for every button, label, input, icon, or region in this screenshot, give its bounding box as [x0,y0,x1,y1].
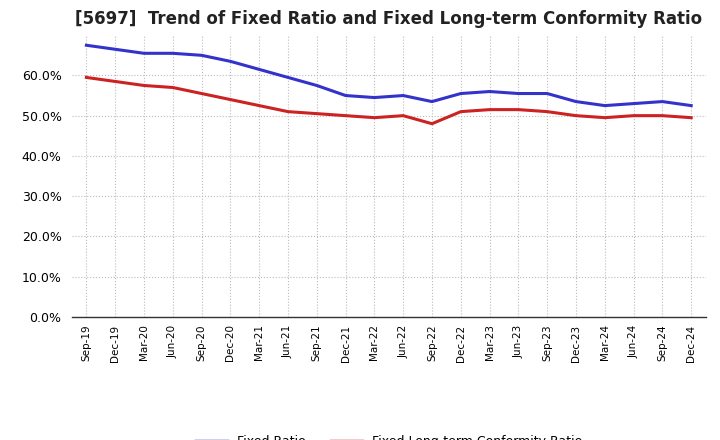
Fixed Long-term Conformity Ratio [485,107,494,112]
Fixed Ratio [600,103,609,108]
Fixed Ratio [168,51,177,56]
Fixed Ratio [111,47,120,52]
Fixed Ratio [140,51,148,56]
Fixed Long-term Conformity Ratio [543,109,552,114]
Fixed Ratio [658,99,667,104]
Fixed Ratio [514,91,523,96]
Fixed Long-term Conformity Ratio [197,91,206,96]
Fixed Ratio [428,99,436,104]
Fixed Ratio [485,89,494,94]
Fixed Long-term Conformity Ratio [226,97,235,102]
Fixed Long-term Conformity Ratio [255,103,264,108]
Fixed Ratio [456,91,465,96]
Fixed Long-term Conformity Ratio [399,113,408,118]
Fixed Ratio [284,75,292,80]
Fixed Ratio [255,67,264,72]
Fixed Ratio [82,43,91,48]
Fixed Long-term Conformity Ratio [428,121,436,126]
Fixed Long-term Conformity Ratio [514,107,523,112]
Fixed Long-term Conformity Ratio [111,79,120,84]
Fixed Ratio [543,91,552,96]
Fixed Ratio [687,103,696,108]
Line: Fixed Ratio: Fixed Ratio [86,45,691,106]
Fixed Long-term Conformity Ratio [312,111,321,116]
Fixed Long-term Conformity Ratio [168,85,177,90]
Fixed Long-term Conformity Ratio [341,113,350,118]
Fixed Ratio [399,93,408,98]
Fixed Ratio [629,101,638,106]
Fixed Long-term Conformity Ratio [687,115,696,120]
Legend: Fixed Ratio, Fixed Long-term Conformity Ratio: Fixed Ratio, Fixed Long-term Conformity … [191,430,587,440]
Fixed Ratio [572,99,580,104]
Fixed Long-term Conformity Ratio [629,113,638,118]
Line: Fixed Long-term Conformity Ratio: Fixed Long-term Conformity Ratio [86,77,691,124]
Fixed Long-term Conformity Ratio [140,83,148,88]
Fixed Long-term Conformity Ratio [600,115,609,120]
Fixed Long-term Conformity Ratio [572,113,580,118]
Fixed Long-term Conformity Ratio [456,109,465,114]
Fixed Long-term Conformity Ratio [370,115,379,120]
Fixed Ratio [226,59,235,64]
Fixed Long-term Conformity Ratio [658,113,667,118]
Title: [5697]  Trend of Fixed Ratio and Fixed Long-term Conformity Ratio: [5697] Trend of Fixed Ratio and Fixed Lo… [75,10,703,28]
Fixed Ratio [312,83,321,88]
Fixed Long-term Conformity Ratio [284,109,292,114]
Fixed Ratio [197,53,206,58]
Fixed Ratio [341,93,350,98]
Fixed Ratio [370,95,379,100]
Fixed Long-term Conformity Ratio [82,75,91,80]
